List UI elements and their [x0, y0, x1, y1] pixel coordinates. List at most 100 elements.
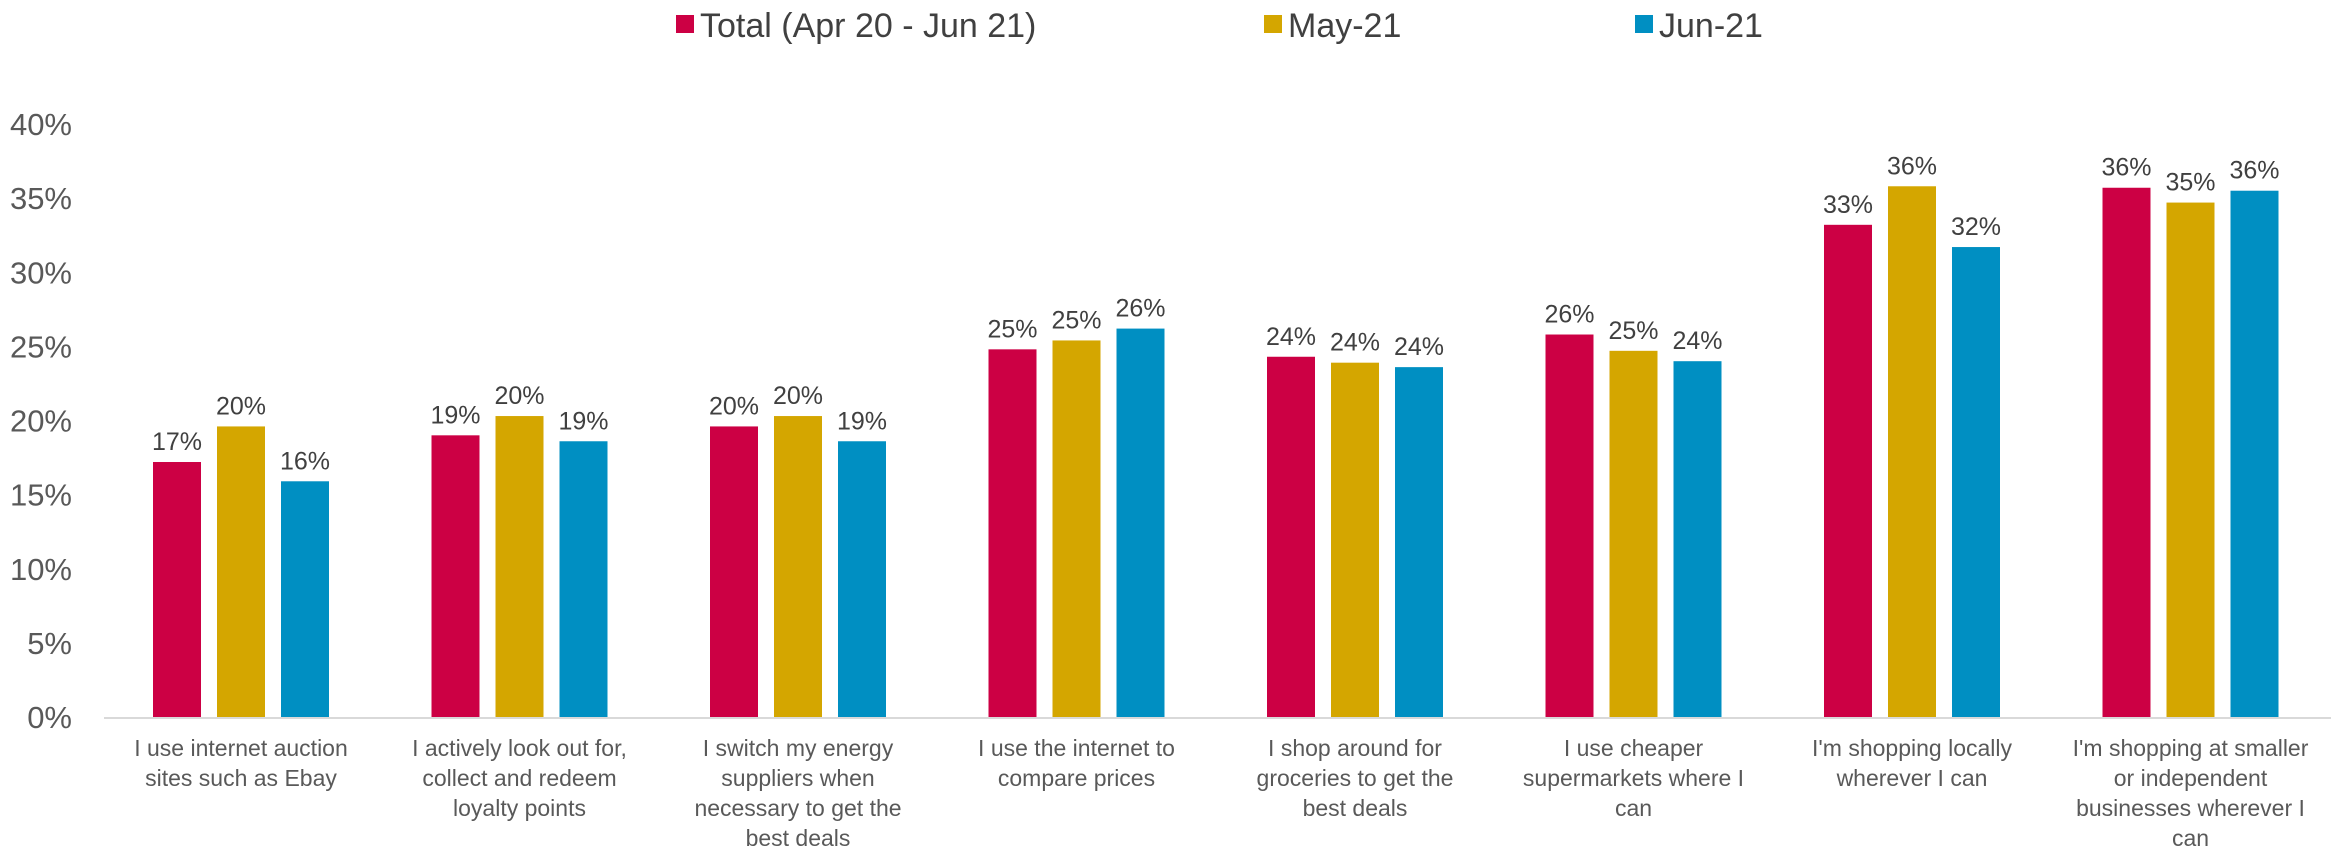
- data-label: 36%: [2229, 157, 2279, 185]
- data-label: 20%: [773, 382, 823, 410]
- data-label: 24%: [1330, 329, 1380, 357]
- category-label: I use internet auction sites such as Ebay: [134, 735, 348, 791]
- y-tick-label: 20%: [10, 404, 72, 439]
- y-tick-label: 5%: [27, 626, 72, 661]
- category-label-line: I actively look out for,: [412, 735, 627, 761]
- data-label: 20%: [709, 392, 759, 420]
- data-label: 24%: [1266, 323, 1316, 351]
- bar-group: 25% 25% 26%: [987, 295, 1166, 717]
- bar: [2166, 202, 2215, 717]
- y-tick-label: 40%: [10, 107, 72, 142]
- legend: Total (Apr 20 - Jun 21) May-21 Jun-21: [676, 7, 1763, 45]
- bar: [1609, 350, 1658, 717]
- data-label: 35%: [2165, 169, 2215, 197]
- bar: [2230, 190, 2279, 717]
- category-label: I use the internet to compare prices: [978, 735, 1175, 791]
- category-label-line: sites such as Ebay: [145, 765, 337, 791]
- data-label: 25%: [1608, 317, 1658, 345]
- data-label: 24%: [1672, 327, 1722, 355]
- data-label: 19%: [430, 401, 480, 429]
- bar: [495, 416, 544, 717]
- data-label: 17%: [152, 428, 202, 456]
- category-label-line: can: [1615, 795, 1652, 821]
- category-label-line: I use the internet to: [978, 735, 1175, 761]
- data-label: 25%: [1051, 306, 1101, 334]
- legend-swatch: [676, 15, 694, 33]
- bar: [431, 435, 480, 717]
- data-label: 36%: [2101, 154, 2151, 182]
- bar-group: 19% 20% 19%: [430, 382, 609, 717]
- bar-group: 26% 25% 24%: [1544, 301, 1723, 717]
- category-label-line: I'm shopping locally: [1812, 735, 2012, 761]
- category-label-line: or independent: [2114, 765, 2268, 791]
- data-label: 33%: [1823, 191, 1873, 219]
- category-label-line: I'm shopping at smaller: [2073, 735, 2309, 761]
- bar: [774, 416, 822, 717]
- y-tick-label: 15%: [10, 478, 72, 513]
- data-label: 24%: [1394, 333, 1444, 361]
- bar: [1888, 186, 1936, 717]
- bar: [1331, 362, 1379, 717]
- data-label: 26%: [1115, 295, 1165, 323]
- bar: [838, 441, 886, 717]
- legend-swatch: [1635, 15, 1653, 33]
- bar: [153, 462, 201, 717]
- category-label: I actively look out for, collect and rede…: [412, 735, 627, 821]
- legend-label: May-21: [1288, 7, 1401, 45]
- category-label: I'm shopping locally wherever I can: [1812, 735, 2012, 791]
- category-label-line: collect and redeem: [422, 765, 616, 791]
- category-label-line: I use internet auction: [134, 735, 348, 761]
- category-label-line: suppliers when: [721, 765, 874, 791]
- bar-group: 24% 24% 24%: [1266, 323, 1444, 717]
- y-tick-label: 30%: [10, 255, 72, 290]
- bar: [1673, 361, 1722, 717]
- bar: [1116, 328, 1165, 717]
- y-tick-label: 0%: [27, 700, 72, 735]
- data-label: 16%: [280, 447, 330, 475]
- bar: [1952, 247, 2000, 718]
- category-label-line: necessary to get the: [694, 795, 901, 821]
- data-label: 25%: [987, 315, 1037, 343]
- category-label-line: I switch my energy: [703, 735, 894, 761]
- category-label-line: groceries to get the: [1257, 765, 1454, 791]
- category-label-line: I shop around for: [1268, 735, 1442, 761]
- data-label: 19%: [558, 407, 608, 435]
- bar-group: 36% 35% 36%: [2101, 154, 2280, 717]
- legend-swatch: [1264, 15, 1282, 33]
- category-label-line: supermarkets where I: [1523, 765, 1744, 791]
- bar: [710, 426, 758, 717]
- legend-item: May-21: [1264, 7, 1401, 45]
- category-label-line: I use cheaper: [1564, 735, 1704, 761]
- data-label: 26%: [1544, 301, 1594, 329]
- data-label: 32%: [1951, 213, 2001, 241]
- category-label-line: best deals: [1303, 795, 1408, 821]
- bar: [1267, 356, 1315, 717]
- category-label-line: best deals: [746, 825, 851, 848]
- bar: [1395, 367, 1443, 717]
- bar: [1545, 334, 1594, 717]
- plot-area: 17%20%16%19%20%19%20% 20%19%25% 25% 26%24% 2…: [152, 152, 2280, 718]
- legend-label: Jun-21: [1659, 7, 1763, 45]
- data-label: 20%: [494, 382, 544, 410]
- category-label-line: loyalty points: [453, 795, 586, 821]
- y-tick-label: 35%: [10, 181, 72, 216]
- legend-label: Total (Apr 20 - Jun 21): [700, 7, 1036, 45]
- y-axis: 0% 5% 10% 15% 20% 25% 30% 35% 40%: [10, 107, 2331, 735]
- category-label-line: wherever I can: [1836, 765, 1988, 791]
- category-label: I'm shopping at smaller or independent bus…: [2073, 735, 2309, 848]
- data-label: 19%: [837, 407, 887, 435]
- bar: [1052, 340, 1101, 717]
- bar-group: 33% 36% 32%: [1823, 152, 2001, 718]
- category-label: I use cheaper supermarkets where I can: [1523, 735, 1744, 821]
- category-label: I shop around for groceries to get the bes…: [1257, 735, 1454, 821]
- data-label: 20%: [216, 392, 266, 420]
- bar: [2102, 187, 2151, 717]
- data-label: 36%: [1887, 152, 1937, 180]
- bar: [988, 349, 1037, 717]
- bar-group: 17% 20% 16%: [152, 392, 330, 717]
- bar: [559, 441, 608, 717]
- bar: [1824, 224, 1872, 717]
- legend-item: Jun-21: [1635, 7, 1763, 45]
- category-label-line: compare prices: [998, 765, 1155, 791]
